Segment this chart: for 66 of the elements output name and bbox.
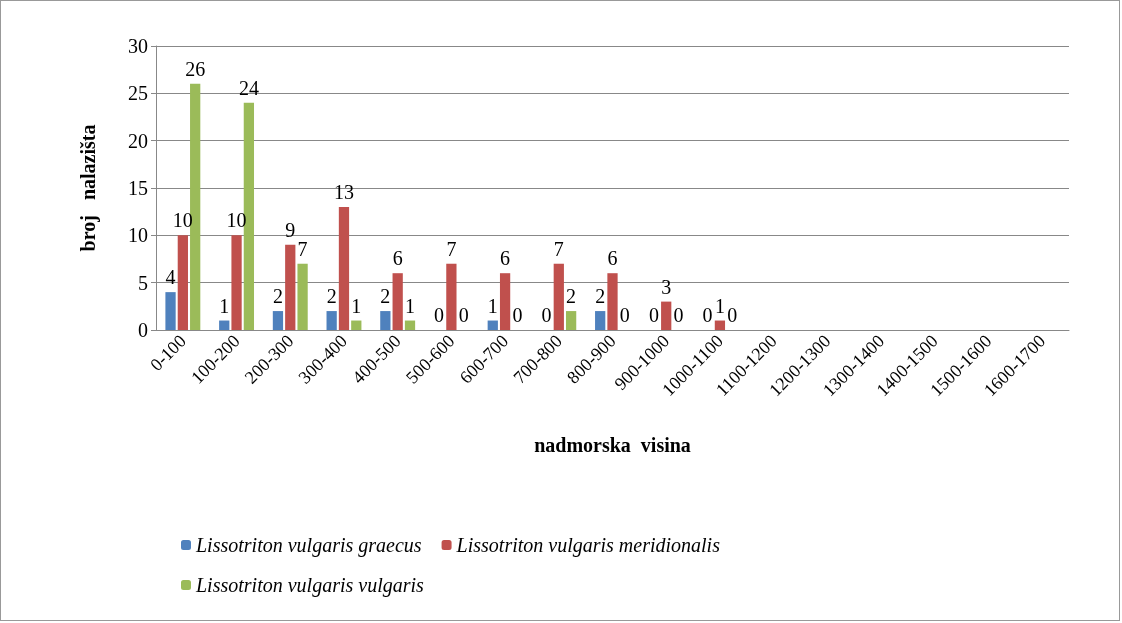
- data-label: 9: [285, 218, 296, 241]
- data-label: 0: [702, 304, 713, 326]
- data-label: 1: [405, 294, 415, 317]
- data-label: 0: [458, 304, 469, 326]
- bar: [714, 320, 726, 330]
- data-label: 13: [333, 180, 354, 203]
- data-label: 1: [219, 294, 230, 317]
- bar: [297, 263, 308, 330]
- y-axis-title: broj nalazišta: [77, 124, 100, 252]
- data-label: 4: [165, 266, 176, 289]
- bar: [177, 235, 188, 330]
- legend-label: Lissotriton vulgaris graecus: [195, 534, 422, 557]
- data-label: 0: [434, 304, 445, 326]
- data-label: 7: [553, 237, 564, 260]
- bar: [661, 301, 672, 330]
- bar: [487, 320, 498, 330]
- bar: [326, 311, 337, 330]
- y-tick-label: 30: [128, 35, 148, 57]
- legend-label: Lissotriton vulgaris vulgaris: [195, 574, 425, 597]
- data-label: 2: [272, 285, 283, 308]
- data-label: 1: [487, 294, 498, 317]
- data-label: 0: [673, 304, 684, 326]
- bar: [190, 83, 201, 330]
- legend-label: Lissotriton vulgaris meridionalis: [455, 534, 721, 557]
- data-label: 2: [595, 285, 606, 308]
- bar: [219, 320, 230, 330]
- data-label: 0: [541, 304, 552, 326]
- data-label: 2: [566, 285, 577, 308]
- data-label: 26: [185, 57, 206, 80]
- data-label: 7: [446, 237, 457, 260]
- bar: [595, 311, 606, 330]
- data-label: 0: [619, 304, 630, 326]
- data-label: 0: [512, 304, 523, 326]
- x-axis-title: nadmorska visina: [534, 434, 691, 456]
- data-label: 7: [297, 237, 308, 260]
- data-label: 3: [661, 275, 672, 298]
- data-label: 6: [500, 247, 511, 270]
- data-label: 2: [380, 285, 391, 308]
- bar: [380, 311, 391, 330]
- bar: [351, 320, 362, 330]
- bar: [565, 311, 577, 330]
- data-label: 0: [727, 304, 738, 326]
- y-tick-label: 10: [128, 224, 148, 247]
- bar: [607, 273, 618, 330]
- data-label: 24: [238, 76, 259, 99]
- y-tick-label: 5: [138, 271, 148, 294]
- y-tick-label: 15: [128, 177, 148, 199]
- data-label: 1: [714, 294, 725, 317]
- bar: [231, 235, 242, 330]
- bar: [272, 311, 284, 330]
- bar: [404, 320, 416, 330]
- data-label: 6: [607, 247, 618, 270]
- data-label: 1: [351, 294, 362, 317]
- y-tick-label: 0: [138, 319, 148, 341]
- bar: [392, 273, 403, 330]
- data-label: 2: [326, 285, 337, 308]
- bar: [285, 244, 296, 330]
- data-label: 6: [392, 247, 403, 270]
- bar: [165, 292, 176, 330]
- data-label: 0: [648, 304, 659, 326]
- bar: [446, 263, 457, 330]
- bar: [499, 273, 511, 330]
- bar: [553, 263, 564, 330]
- bar: [338, 206, 350, 330]
- y-tick-label: 20: [128, 129, 148, 152]
- y-tick-label: 25: [128, 82, 148, 105]
